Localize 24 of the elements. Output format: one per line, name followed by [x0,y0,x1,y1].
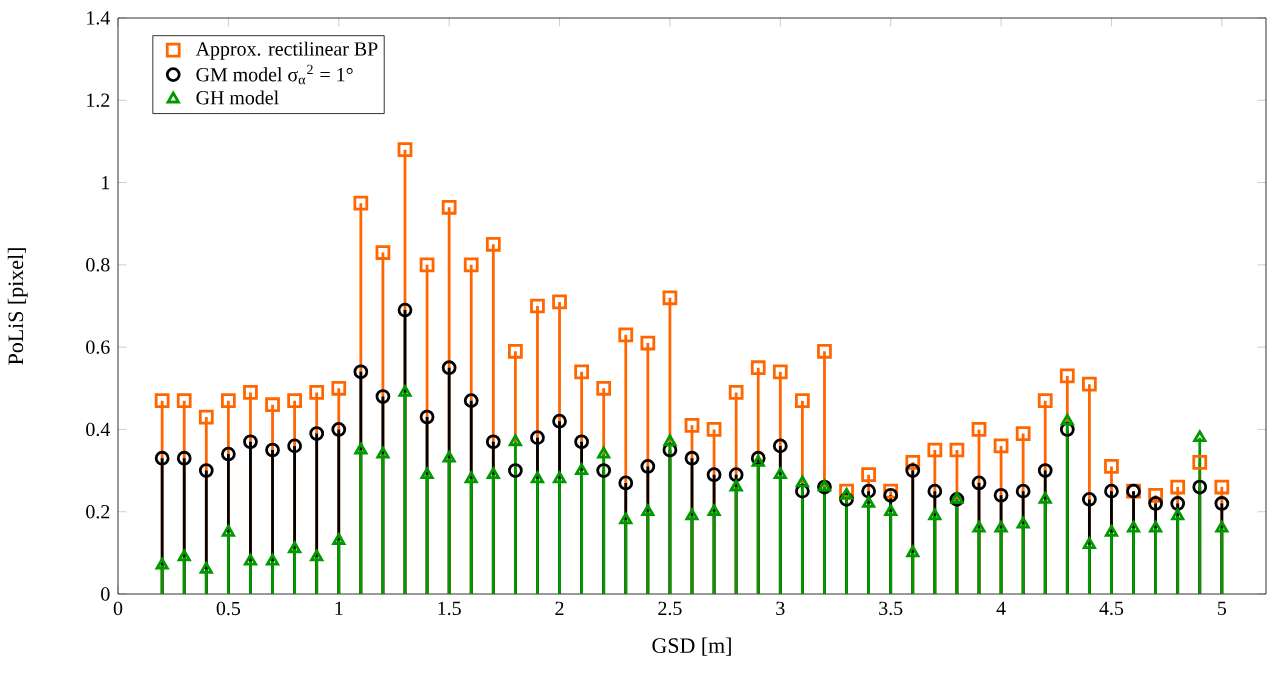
legend-label: GM model σ$_{α}$$^{2}$ = 1° [196,64,353,85]
y-tick-label: 0.4 [86,422,110,437]
x-tick-label: 1 [335,601,343,615]
y-axis-title: PoLiS [pixel] [7,248,28,365]
x-tick-label: 2.5 [658,601,682,616]
legend-label: Approx. rectilinear BP [195,41,378,60]
x-tick-label: 4.5 [1099,601,1124,616]
x-tick-label: 1.5 [438,601,461,616]
y-tick-label: 1.4 [87,11,110,25]
y-tick-label: 1 [102,175,110,190]
x-tick-label: 3.5 [879,601,903,616]
x-tick-label: 2 [555,601,564,615]
x-tick-label: 0.5 [216,601,241,616]
y-tick-label: 0.8 [86,258,110,272]
x-tick-label: 3 [776,601,785,616]
y-tick-label: 0 [101,587,110,601]
x-tick-label: 4 [996,601,1006,615]
y-tick-label: 0.2 [86,504,110,519]
legend-label: GH model [196,90,279,105]
x-tick-label: 5 [1218,601,1227,615]
x-tick-label: 0 [113,601,123,616]
y-tick-label: 0.6 [86,340,110,354]
x-axis-title: GSD [m] [652,637,731,656]
y-tick-label: 1.2 [87,93,110,108]
